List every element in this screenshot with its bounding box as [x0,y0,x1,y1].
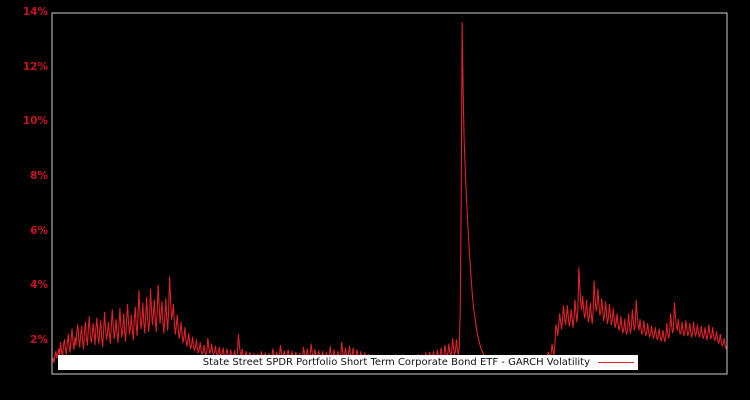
y-axis-tick-labels: 2% 4% 6% 8% 10% 12% 14% [0,0,48,400]
y-tick-label-10: 10% [22,115,48,128]
plot-frame [51,12,728,375]
y-tick-label-4: 4% [30,279,48,292]
legend[interactable]: State Street SPDR Portfolio Short Term C… [58,355,638,370]
y-tick-label-14: 14% [22,6,48,18]
y-tick-label-2: 2% [30,334,48,347]
y-tick-label-12: 12% [22,60,48,73]
y-tick-label-6: 6% [30,224,48,237]
legend-label: State Street SPDR Portfolio Short Term C… [202,357,590,368]
y-tick-label-8: 8% [30,170,48,183]
legend-line-sample [598,362,634,363]
